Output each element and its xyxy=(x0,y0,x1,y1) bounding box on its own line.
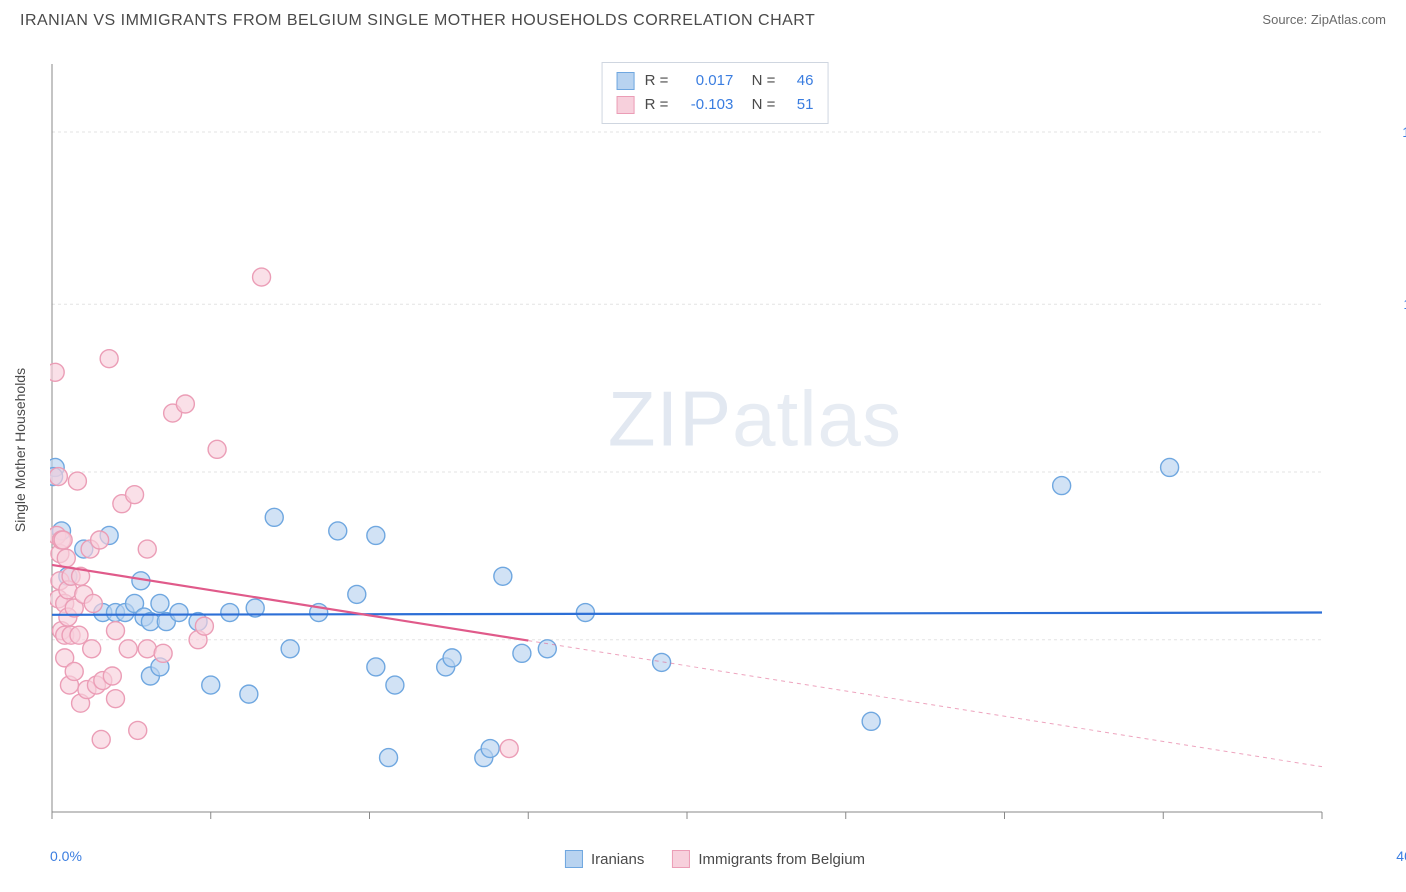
source-attribution: Source: ZipAtlas.com xyxy=(1262,12,1386,27)
legend-item-0: Iranians xyxy=(565,850,644,868)
swatch-series-0 xyxy=(617,72,635,90)
stats-row-series-0: R = 0.017 N = 46 xyxy=(617,69,814,93)
r-value-0: 0.017 xyxy=(678,69,733,93)
y-tick-label: 15.0% xyxy=(1402,124,1406,140)
n-label: N = xyxy=(743,69,775,93)
chart-title: IRANIAN VS IMMIGRANTS FROM BELGIUM SINGL… xyxy=(20,12,815,30)
source-label: Source: xyxy=(1262,12,1307,27)
legend-swatch-1 xyxy=(672,850,690,868)
y-axis-label: Single Mother Households xyxy=(12,368,28,532)
legend-item-1: Immigrants from Belgium xyxy=(672,850,865,868)
series-legend: Iranians Immigrants from Belgium xyxy=(565,850,865,868)
r-label: R = xyxy=(645,69,669,93)
n-value-0: 46 xyxy=(785,69,813,93)
legend-label-1: Immigrants from Belgium xyxy=(698,851,865,868)
swatch-series-1 xyxy=(617,96,635,114)
r-label: R = xyxy=(645,93,669,117)
stats-row-series-1: R = -0.103 N = 51 xyxy=(617,93,814,117)
legend-swatch-0 xyxy=(565,850,583,868)
n-label: N = xyxy=(743,93,775,117)
chart-area: Single Mother Households ZIPatlas R = 0.… xyxy=(50,60,1380,840)
legend-label-0: Iranians xyxy=(591,851,644,868)
scatter-plot xyxy=(50,60,1380,840)
header: IRANIAN VS IMMIGRANTS FROM BELGIUM SINGL… xyxy=(0,0,1406,38)
x-tick-max: 40.0% xyxy=(1396,848,1406,864)
n-value-1: 51 xyxy=(785,93,813,117)
x-tick-min: 0.0% xyxy=(50,848,82,864)
stats-legend-box: R = 0.017 N = 46 R = -0.103 N = 51 xyxy=(602,62,829,124)
source-value: ZipAtlas.com xyxy=(1311,12,1386,27)
r-value-1: -0.103 xyxy=(678,93,733,117)
